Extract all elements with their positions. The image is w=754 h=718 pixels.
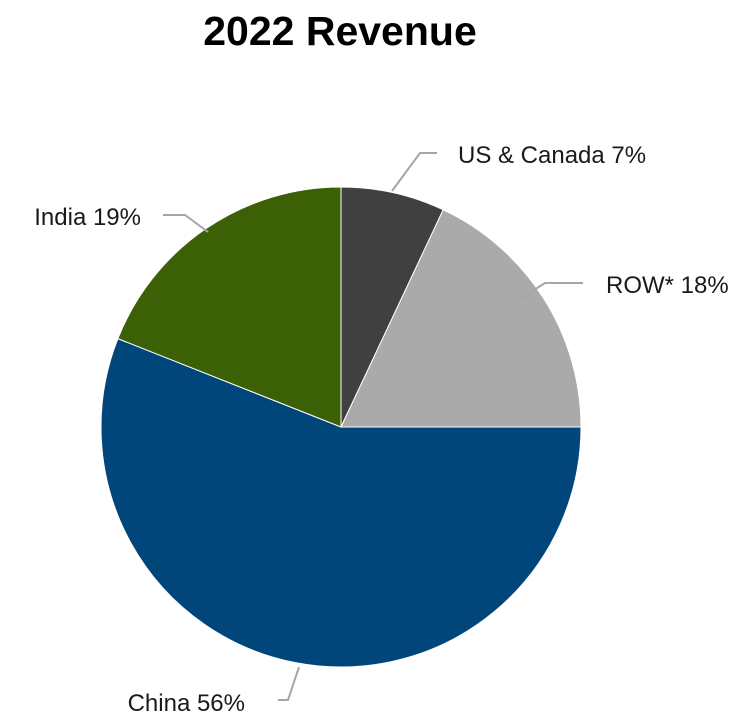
pie-slice-row bbox=[340, 209, 582, 428]
slice-label-india: India 19% bbox=[34, 204, 141, 231]
leader-line-india bbox=[163, 214, 209, 233]
slice-label-china: China 56% bbox=[128, 690, 245, 717]
chart-title: 2022 Revenue bbox=[203, 8, 477, 54]
pie-slice-us-canada bbox=[340, 186, 444, 428]
leader-line-row bbox=[517, 282, 583, 301]
pie-slice-india bbox=[117, 186, 342, 428]
slice-label-row: ROW* 18% bbox=[606, 272, 729, 299]
leader-line-us-canada bbox=[391, 152, 437, 192]
pie-slice-china bbox=[100, 338, 582, 668]
leader-line-china bbox=[278, 666, 300, 701]
slice-label-us-canada: US & Canada 7% bbox=[458, 142, 646, 169]
